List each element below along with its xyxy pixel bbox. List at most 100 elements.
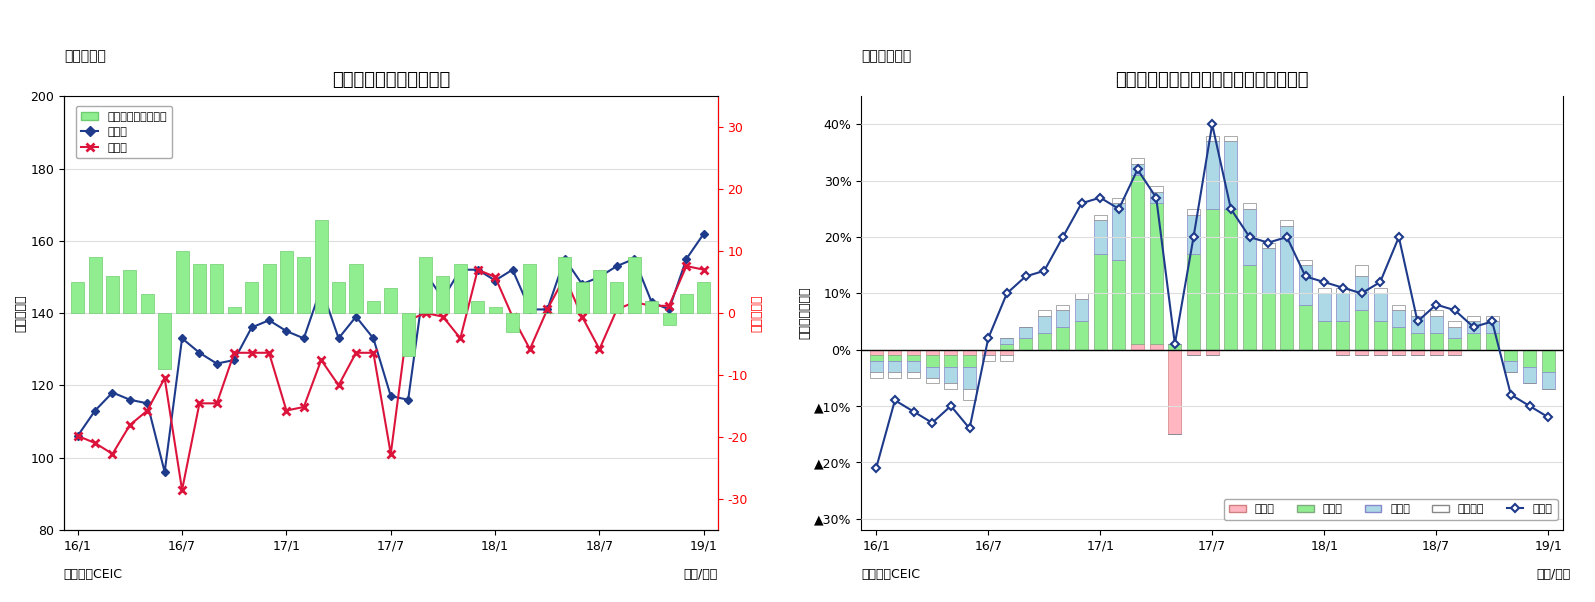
Bar [1298,305,1313,350]
Bar [1412,333,1424,350]
Bar [1169,344,1182,350]
Bar [944,367,957,383]
Bar [1000,350,1013,355]
Bar [1112,259,1126,350]
Bar [1094,214,1107,220]
Bar [963,389,976,400]
Bar [1412,316,1424,333]
Bar [1243,203,1255,209]
Text: （資料）CEIC: （資料）CEIC [64,568,123,581]
Bar [1206,209,1219,350]
Bar [1150,344,1163,350]
Bar [1225,209,1238,350]
Bar [228,307,241,313]
Bar [1392,350,1405,355]
Bar [558,257,571,313]
Bar [105,276,120,313]
Bar [888,350,901,355]
Bar [1038,316,1051,333]
Text: （図表１０）: （図表１０） [861,49,912,63]
Bar [123,270,137,313]
Bar [193,264,206,313]
Bar [981,350,995,355]
Bar [1000,344,1013,350]
Bar [1542,350,1555,372]
Bar [925,378,939,383]
Bar [175,251,188,313]
Bar [908,361,920,372]
Bar [1112,203,1126,259]
Bar [944,355,957,367]
Bar [1337,321,1349,350]
Bar [1337,288,1349,293]
Bar [1448,338,1461,350]
Bar [1262,293,1274,350]
Bar [1448,350,1461,355]
Bar [263,264,276,313]
Bar [1504,361,1517,372]
Bar [211,264,223,313]
Bar [662,313,676,326]
Bar [1131,175,1144,344]
Bar [349,264,362,313]
Bar [506,313,518,332]
Title: インドネシア　輸出の伸び率（品目別）: インドネシア 輸出の伸び率（品目別） [1115,71,1309,89]
Bar [1523,350,1536,367]
Bar [89,257,102,313]
Bar [1485,333,1499,350]
Bar [246,282,258,313]
Bar [1187,350,1199,355]
Bar [1075,321,1088,350]
Bar [1206,135,1219,141]
Bar [925,355,939,367]
Bar [1373,288,1386,293]
Bar [1392,310,1405,327]
Bar [1038,333,1051,350]
Legend: 貿易収支（右目盛）, 輸出額, 輸入額: 貿易収支（右目盛）, 輸出額, 輸入額 [77,106,172,158]
Bar [869,350,882,355]
Bar [888,361,901,372]
Bar [488,307,502,313]
Bar [1150,203,1163,344]
Bar [1429,350,1443,355]
Bar [1356,276,1369,310]
Bar [1000,355,1013,361]
Text: （図表９）: （図表９） [64,49,105,63]
Bar [1262,243,1274,248]
Bar [1412,350,1424,355]
Bar [963,350,976,355]
Bar [1504,350,1517,361]
Bar [1187,254,1199,350]
Bar [158,313,171,369]
Bar [1337,293,1349,321]
Bar [1392,305,1405,310]
Bar [471,300,485,313]
Bar [1262,248,1274,293]
Y-axis label: （億ドル）: （億ドル） [751,294,764,332]
Bar [1448,327,1461,338]
Bar [1467,316,1480,321]
Bar [279,251,293,313]
Text: （年/月）: （年/月） [1538,568,1571,581]
Bar [1373,293,1386,321]
Bar [888,355,901,361]
Bar [1019,338,1032,350]
Bar [908,355,920,361]
Bar [869,361,882,372]
Bar [1056,305,1069,310]
Bar [908,350,920,355]
Bar [869,372,882,378]
Bar [644,300,659,313]
Bar [869,355,882,361]
Bar [1075,299,1088,321]
Bar [981,355,995,361]
Bar [402,313,415,356]
Bar [437,276,450,313]
Bar [1131,158,1144,164]
Bar [925,367,939,378]
Bar [1412,310,1424,316]
Bar [1373,350,1386,355]
Bar [332,282,345,313]
Bar [593,270,606,313]
Y-axis label: （億ドル）: （億ドル） [14,294,27,332]
